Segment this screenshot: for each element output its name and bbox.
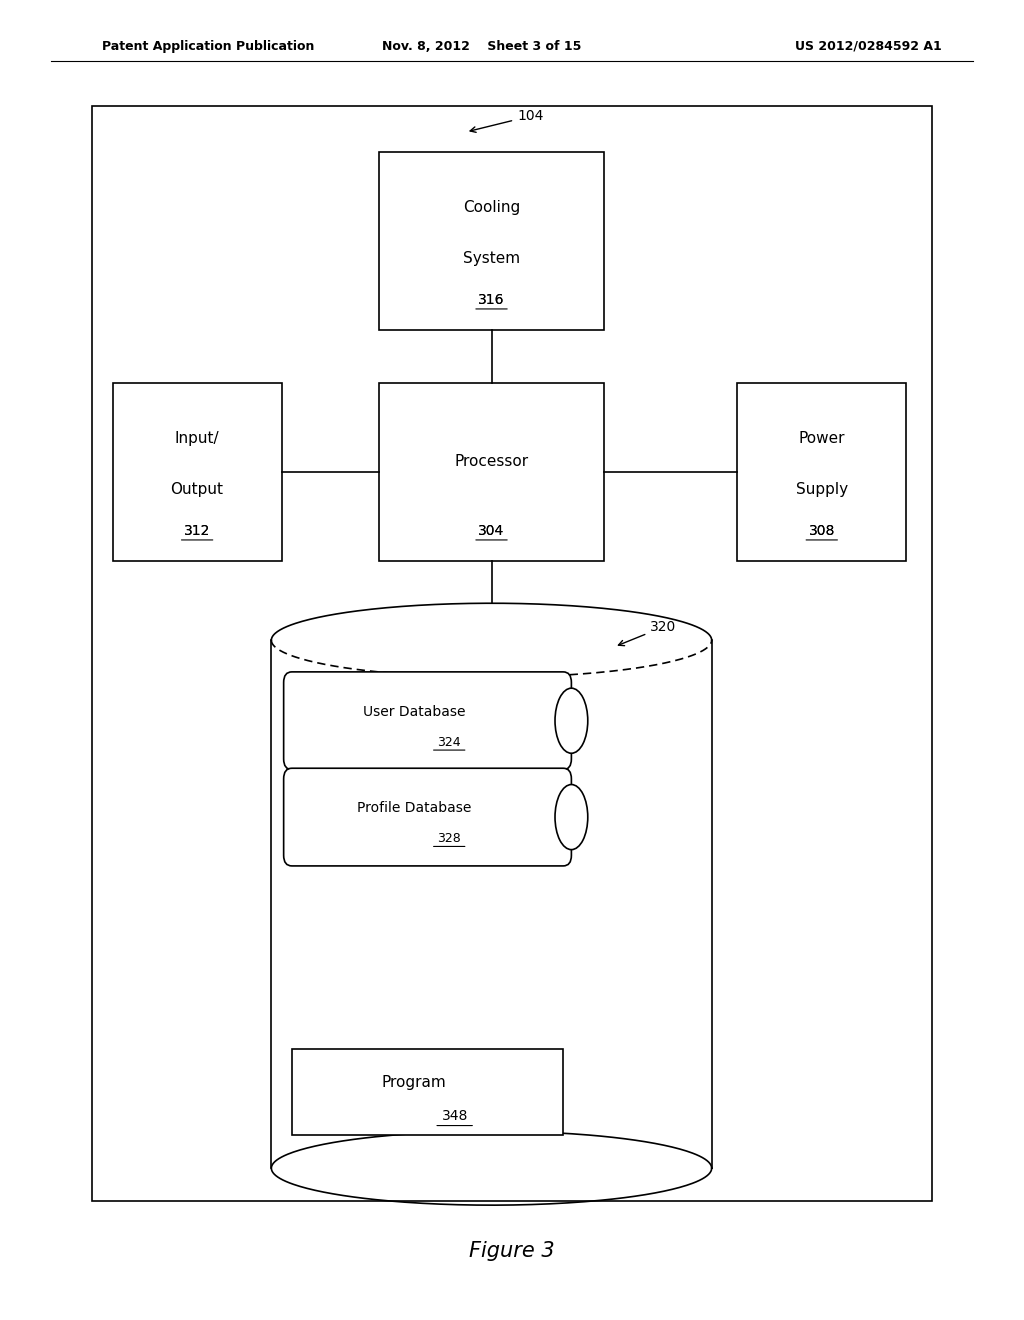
Text: Supply: Supply <box>796 482 848 498</box>
Text: 104: 104 <box>470 110 544 132</box>
Text: Program: Program <box>382 1074 446 1089</box>
Text: 324: 324 <box>437 735 461 748</box>
Text: User Database: User Database <box>362 705 465 718</box>
Text: 320: 320 <box>618 620 677 645</box>
Text: 304: 304 <box>478 524 505 537</box>
Ellipse shape <box>555 784 588 850</box>
Text: System: System <box>463 251 520 267</box>
Text: 308: 308 <box>809 524 835 537</box>
Bar <box>737 383 906 561</box>
Bar <box>379 152 604 330</box>
Bar <box>113 383 282 561</box>
Text: Cooling: Cooling <box>463 201 520 215</box>
Text: Patent Application Publication: Patent Application Publication <box>102 40 314 53</box>
Text: 304: 304 <box>478 524 505 537</box>
Ellipse shape <box>555 688 588 754</box>
Bar <box>379 383 604 561</box>
Text: US 2012/0284592 A1: US 2012/0284592 A1 <box>796 40 942 53</box>
Bar <box>292 1049 563 1135</box>
FancyBboxPatch shape <box>284 768 571 866</box>
Bar <box>92 106 932 1201</box>
Text: Input/: Input/ <box>175 432 219 446</box>
Text: Output: Output <box>171 482 223 498</box>
Text: Profile Database: Profile Database <box>356 801 471 814</box>
Text: 316: 316 <box>478 293 505 306</box>
Text: 308: 308 <box>809 524 835 537</box>
Text: Processor: Processor <box>455 454 528 469</box>
Text: 312: 312 <box>184 524 210 537</box>
Text: 328: 328 <box>437 832 461 845</box>
Text: 316: 316 <box>478 293 505 306</box>
Text: Power: Power <box>799 432 845 446</box>
Text: Figure 3: Figure 3 <box>469 1241 555 1262</box>
Text: Nov. 8, 2012    Sheet 3 of 15: Nov. 8, 2012 Sheet 3 of 15 <box>382 40 581 53</box>
Text: 348: 348 <box>441 1109 468 1123</box>
FancyBboxPatch shape <box>284 672 571 770</box>
Text: 312: 312 <box>184 524 210 537</box>
